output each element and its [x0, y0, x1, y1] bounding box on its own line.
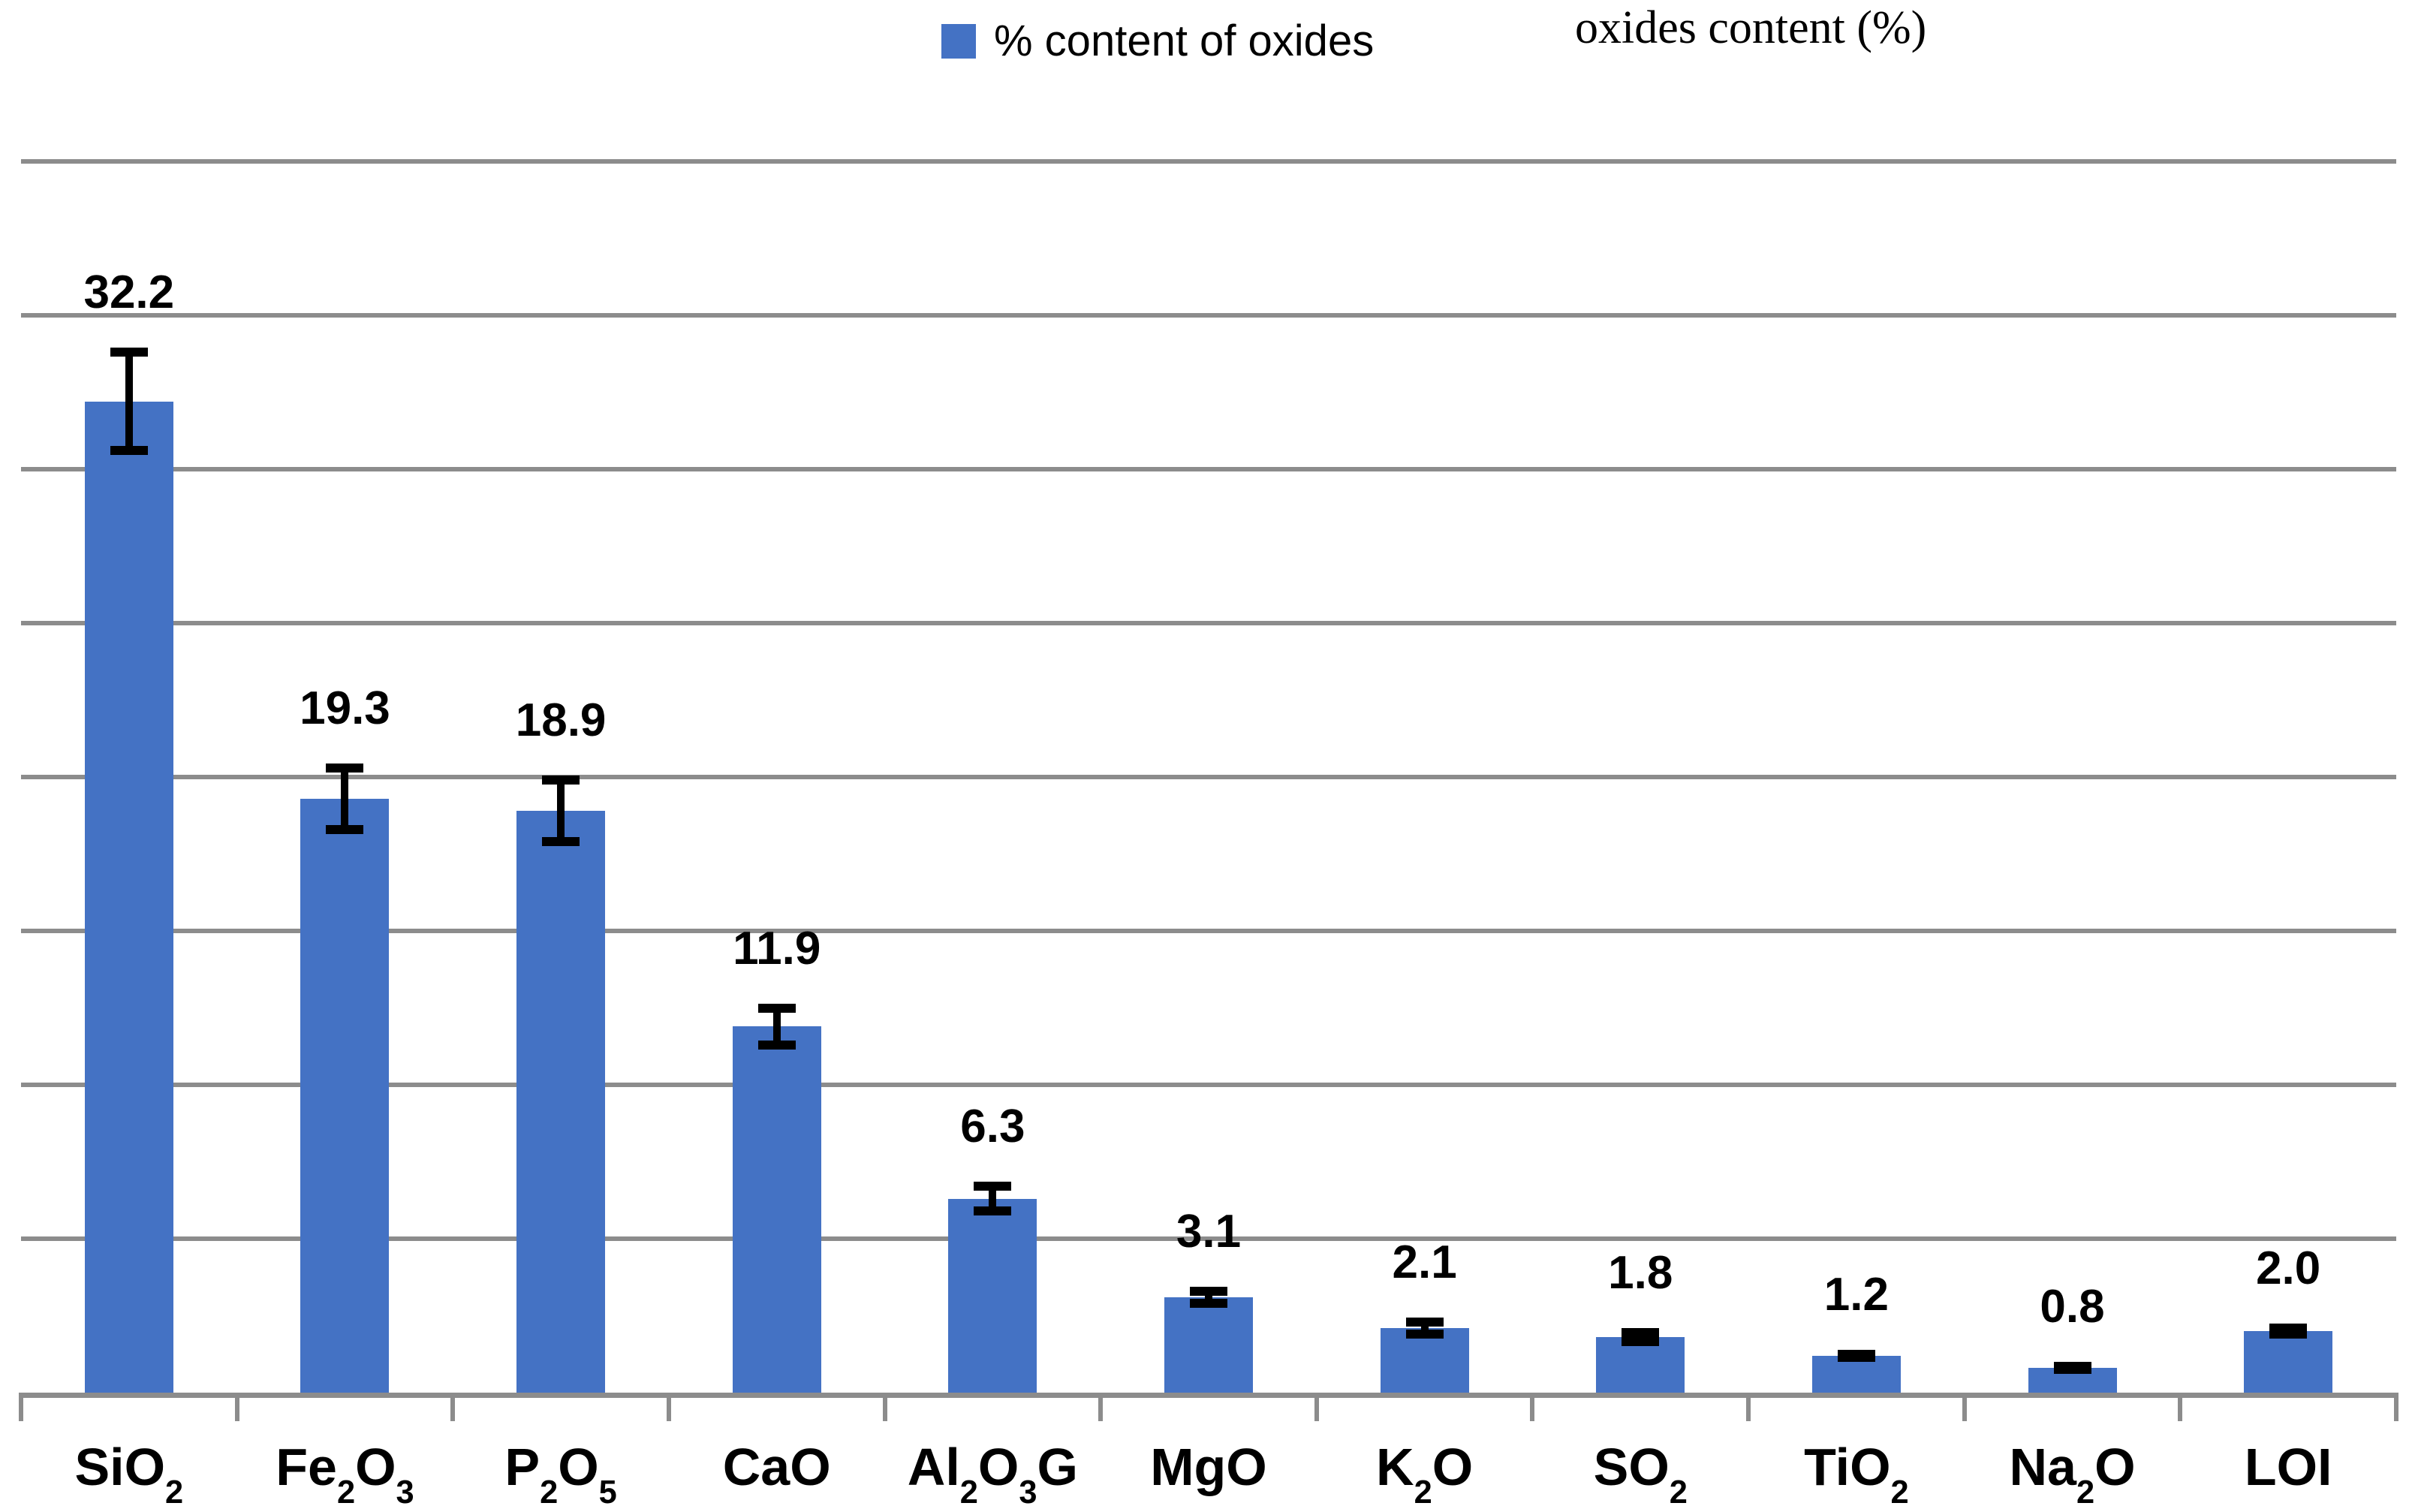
- axis-tick: [1962, 1396, 1967, 1421]
- error-bar-line: [1205, 1291, 1212, 1304]
- category-label: Na2O: [2009, 1438, 2136, 1510]
- category-label: MgO: [1150, 1438, 1267, 1496]
- axis-tick: [1746, 1396, 1751, 1421]
- error-bar-cap-top: [542, 776, 580, 785]
- value-label: 2.0: [2256, 1242, 2321, 1294]
- category-label: CaO: [722, 1438, 831, 1496]
- category-label: TiO2: [1804, 1438, 1909, 1510]
- error-bar-cap-bottom: [1622, 1337, 1660, 1347]
- category-label: SiO2: [74, 1438, 184, 1510]
- axis-tick: [882, 1396, 887, 1421]
- y-axis-title: oxides content (%): [1575, 2, 1927, 53]
- error-bar-cap-bottom: [1190, 1299, 1227, 1309]
- error-bar-cap-bottom: [974, 1206, 1012, 1216]
- value-label: 6.3: [960, 1101, 1025, 1153]
- bar: [300, 798, 390, 1393]
- axis-tick: [1314, 1396, 1319, 1421]
- value-label: 18.9: [515, 694, 607, 747]
- error-bar-cap-top: [326, 763, 364, 773]
- category-label: K2O: [1376, 1438, 1474, 1510]
- error-bar-line: [989, 1186, 997, 1212]
- error-bar-line: [341, 767, 349, 830]
- value-label: 3.1: [1176, 1205, 1242, 1257]
- gridline: [21, 467, 2396, 471]
- error-bar-line: [125, 352, 133, 451]
- gridline: [21, 313, 2396, 318]
- axis-tick: [19, 1396, 23, 1421]
- error-bar-cap-top: [757, 1003, 796, 1013]
- error-bar-cap-bottom: [542, 837, 580, 847]
- axis-tick: [2178, 1396, 2183, 1421]
- bar: [516, 811, 606, 1393]
- axis-tick: [666, 1396, 671, 1421]
- error-bar-cap-top: [1622, 1328, 1660, 1338]
- chart-legend: % content of oxides: [941, 20, 1374, 63]
- error-bar-cap-bottom: [1837, 1352, 1875, 1362]
- error-bar-cap-bottom: [2053, 1365, 2091, 1375]
- error-bar-cap-top: [1405, 1317, 1444, 1327]
- axis-tick: [1098, 1396, 1104, 1421]
- error-bar-line: [557, 780, 565, 842]
- axis-tick: [2394, 1396, 2398, 1421]
- category-label: LOI: [2244, 1438, 2332, 1496]
- bar: [1596, 1337, 1685, 1393]
- value-label: 19.3: [300, 682, 390, 734]
- error-bar-cap-bottom: [326, 824, 364, 834]
- error-bar-cap-top: [1190, 1286, 1227, 1296]
- category-label: Al2O3G: [907, 1438, 1078, 1510]
- bar: [1811, 1355, 1901, 1393]
- axis-tick: [450, 1396, 456, 1421]
- bar: [948, 1198, 1037, 1393]
- error-bar-cap-top: [110, 348, 148, 357]
- value-label: 11.9: [733, 922, 821, 974]
- value-label: 1.8: [1608, 1247, 1673, 1300]
- value-label: 1.2: [1823, 1268, 1889, 1321]
- gridline: [21, 1236, 2396, 1241]
- bar: [1380, 1327, 1469, 1393]
- gridline: [21, 929, 2396, 933]
- category-label: SO2: [1593, 1438, 1688, 1510]
- bar: [732, 1026, 821, 1393]
- legend-label: % content of oxides: [994, 17, 1375, 65]
- error-bar-cap-bottom: [757, 1040, 796, 1050]
- value-label: 0.8: [2040, 1281, 2105, 1333]
- error-bar-line: [772, 1007, 781, 1045]
- gridline: [21, 621, 2396, 625]
- bar: [2244, 1331, 2333, 1393]
- bar: [1164, 1297, 1253, 1393]
- gridline: [21, 1083, 2396, 1087]
- category-label: Fe2O3: [276, 1438, 414, 1510]
- value-label: 32.2: [83, 267, 175, 319]
- bar: [84, 401, 173, 1393]
- error-bar-line: [1420, 1321, 1429, 1335]
- gridline: [21, 775, 2396, 779]
- error-bar-line: [1637, 1333, 1645, 1342]
- gridline: [21, 159, 2396, 164]
- axis-tick: [234, 1396, 239, 1421]
- axis-tick: [1530, 1396, 1535, 1421]
- error-bar-cap-top: [974, 1182, 1012, 1191]
- error-bar-cap-bottom: [1405, 1330, 1444, 1339]
- x-axis-line: [19, 1393, 2398, 1398]
- category-label: P2O5: [504, 1438, 617, 1510]
- error-bar-cap-bottom: [110, 446, 148, 456]
- legend-swatch-icon: [941, 24, 976, 59]
- error-bar-cap-bottom: [2269, 1330, 2308, 1339]
- value-label: 2.1: [1392, 1236, 1457, 1288]
